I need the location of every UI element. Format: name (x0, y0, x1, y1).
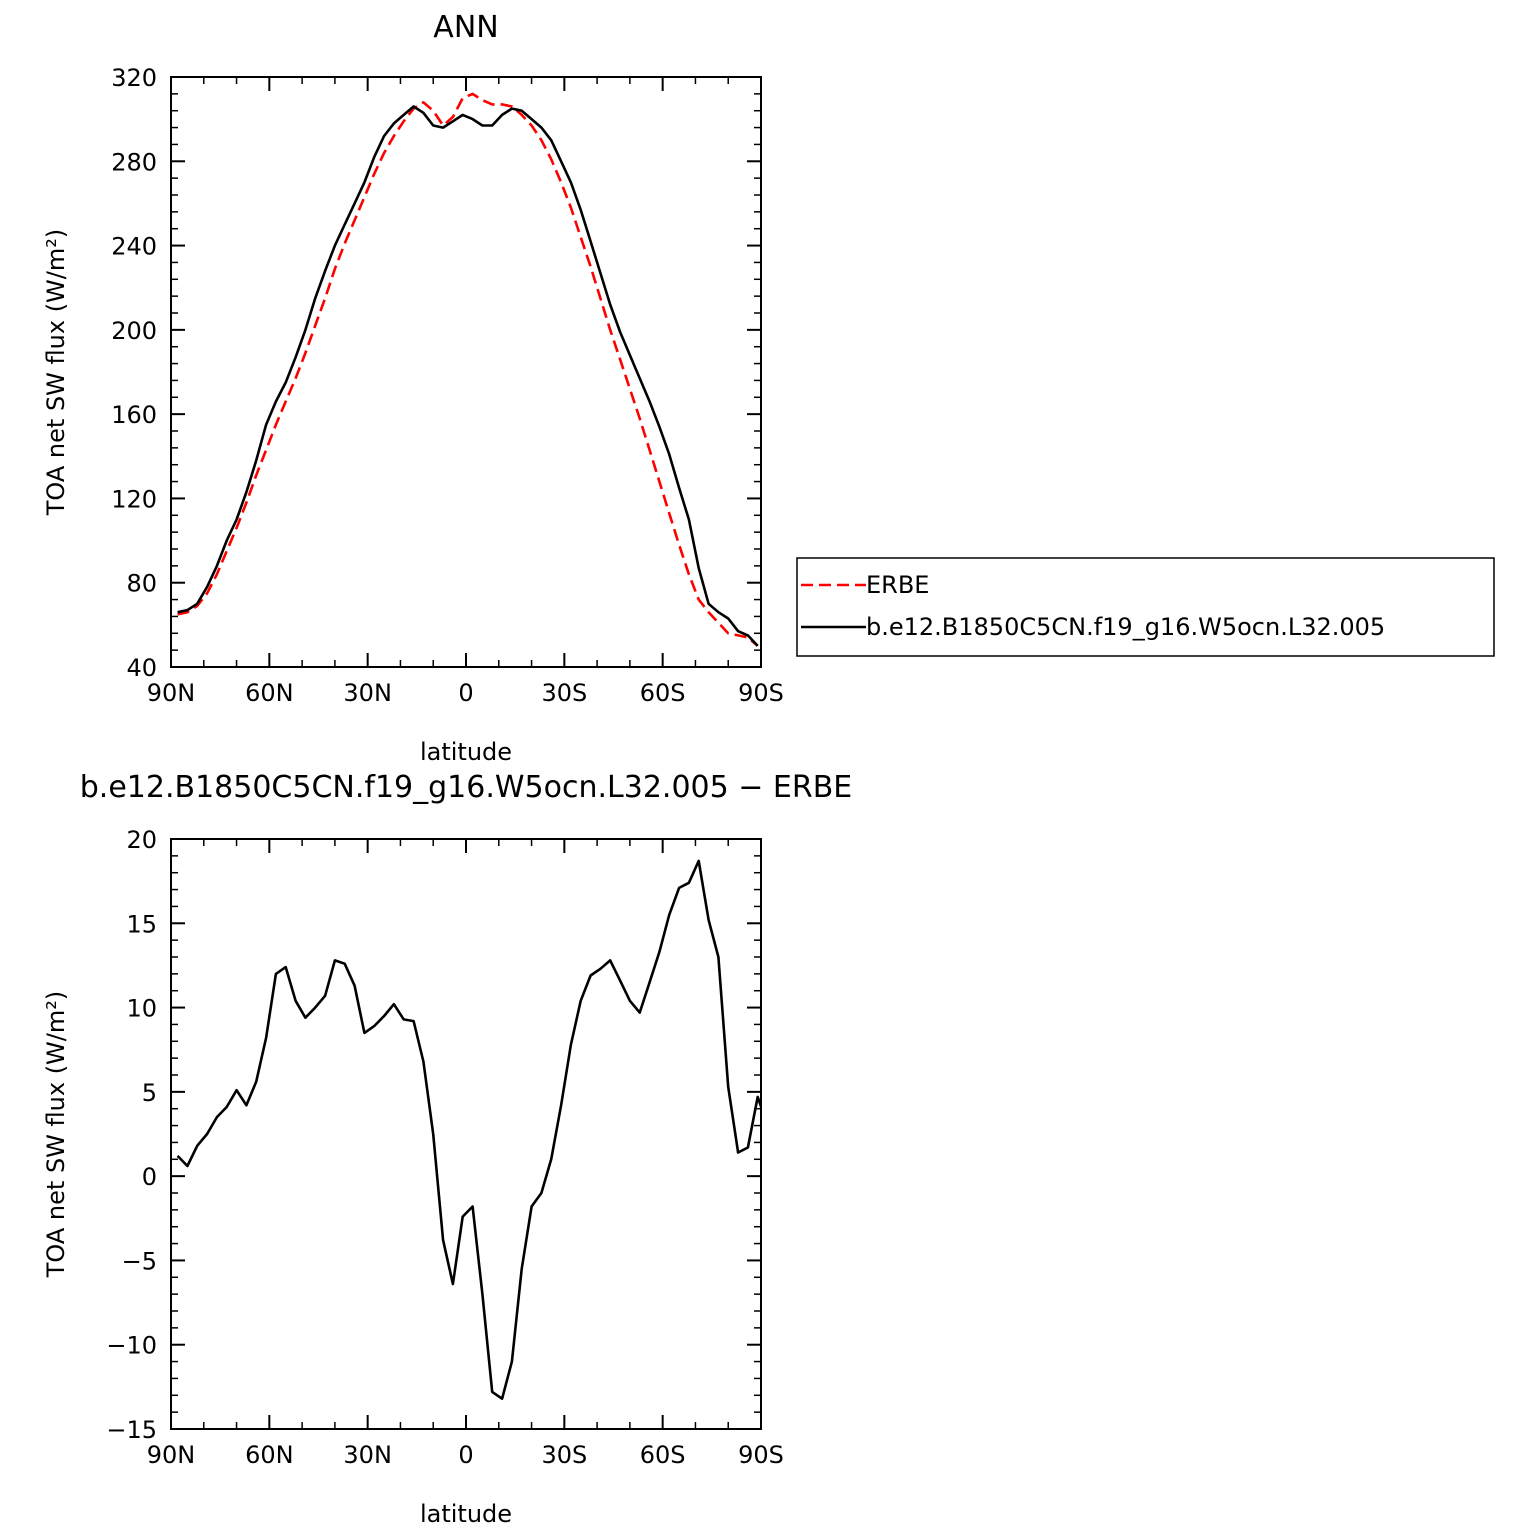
legend-box (796, 557, 1495, 657)
bottom-plot-x-tick-label: 60N (245, 1441, 294, 1469)
bottom-plot-ticks: 90N 60N 30N 0 30S 60S 90S −15 −10 −5 0 5 10 15 20 (106, 826, 784, 1469)
bottom-plot: b.e12.B1850C5CN.f19_g16.W5ocn.L32.005 − … (42, 770, 852, 1528)
top-plot-x-tick-label: 30N (343, 679, 392, 707)
top-plot-y-tick-label: 120 (111, 485, 157, 513)
legend: ERBE b.e12.B1850C5CN.f19_g16.W5ocn.L32.0… (796, 557, 1495, 657)
bottom-plot-title: b.e12.B1850C5CN.f19_g16.W5ocn.L32.005 − … (80, 770, 853, 805)
top-plot-x-tick-label: 90N (147, 679, 196, 707)
bottom-plot-x-tick-label: 60S (640, 1441, 686, 1469)
top-plot-lines (177, 92, 759, 647)
bottom-plot-y-tick-label: 0 (142, 1163, 157, 1191)
top-plot-series-line-b-e12-b1850c5cn-f19-g16-w5ocn-l32-005 (177, 105, 759, 647)
top-plot-series-line-erbe (177, 92, 759, 647)
top-plot-x-tick-label: 60N (245, 679, 294, 707)
top-plot-y-tick-label: 280 (111, 148, 157, 176)
bottom-plot-lines (176, 859, 761, 1400)
top-plot-x-tick-label: 90S (738, 679, 784, 707)
bottom-plot-y-tick-label: 10 (126, 995, 157, 1023)
bottom-plot-x-tick-label: 30N (343, 1441, 392, 1469)
top-plot-ticks: 90N 60N 30N 0 30S 60S 90S 40 80 120 160 200 240 280 32… (111, 64, 784, 707)
bottom-plot-y-tick-label: 15 (126, 910, 157, 938)
bottom-plot-x-tick-label: 90S (738, 1441, 784, 1469)
legend-label-model: b.e12.B1850C5CN.f19_g16.W5ocn.L32.005 (866, 613, 1385, 641)
bottom-plot-x-tick-label: 90N (147, 1441, 196, 1469)
top-plot-x-axis-label: latitude (420, 738, 512, 766)
legend-label-erbe: ERBE (866, 571, 929, 599)
bottom-plot-y-tick-label: −5 (122, 1247, 157, 1275)
top-plot-y-tick-label: 80 (126, 570, 157, 598)
bottom-plot-y-tick-label: 5 (142, 1079, 157, 1107)
bottom-plot-x-tick-label: 0 (458, 1441, 473, 1469)
bottom-plot-frame (170, 838, 762, 1430)
top-plot-y-tick-label: 240 (111, 233, 157, 261)
top-plot-x-tick-label: 30S (541, 679, 587, 707)
top-plot-x-tick-label: 0 (458, 679, 473, 707)
bottom-plot-y-tick-label: 20 (126, 826, 157, 854)
top-plot-title: ANN (433, 10, 498, 45)
top-plot: ANN 90N 60N 30N 0 30S 60S 90S 40 80 120 160 200 240 2… (42, 10, 784, 766)
top-plot-y-axis-label: TOA net SW flux (W/m²) (42, 229, 70, 517)
top-plot-y-tick-label: 200 (111, 317, 157, 345)
bottom-plot-y-tick-label: −10 (106, 1332, 157, 1360)
top-plot-x-tick-label: 60S (640, 679, 686, 707)
bottom-plot-x-tick-label: 30S (541, 1441, 587, 1469)
bottom-plot-series-line-difference (176, 859, 761, 1400)
bottom-plot-x-axis-label: latitude (420, 1500, 512, 1528)
top-plot-frame (170, 76, 762, 668)
top-plot-y-tick-label: 40 (126, 654, 157, 682)
top-plot-y-tick-label: 320 (111, 64, 157, 92)
bottom-plot-y-tick-label: −15 (106, 1416, 157, 1444)
top-plot-y-tick-label: 160 (111, 401, 157, 429)
bottom-plot-y-axis-label: TOA net SW flux (W/m²) (42, 991, 70, 1279)
